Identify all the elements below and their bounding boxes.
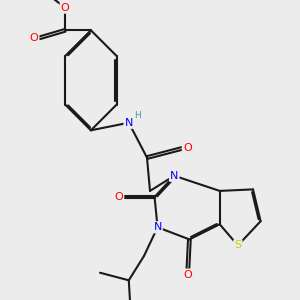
Text: N: N [153,222,162,232]
Text: N: N [170,171,178,181]
Text: O: O [61,3,70,13]
Text: O: O [184,270,192,280]
Text: S: S [234,241,242,250]
Text: N: N [124,118,133,128]
Text: O: O [183,143,192,154]
Text: O: O [30,33,38,43]
Text: O: O [114,192,123,202]
Text: H: H [134,111,141,120]
